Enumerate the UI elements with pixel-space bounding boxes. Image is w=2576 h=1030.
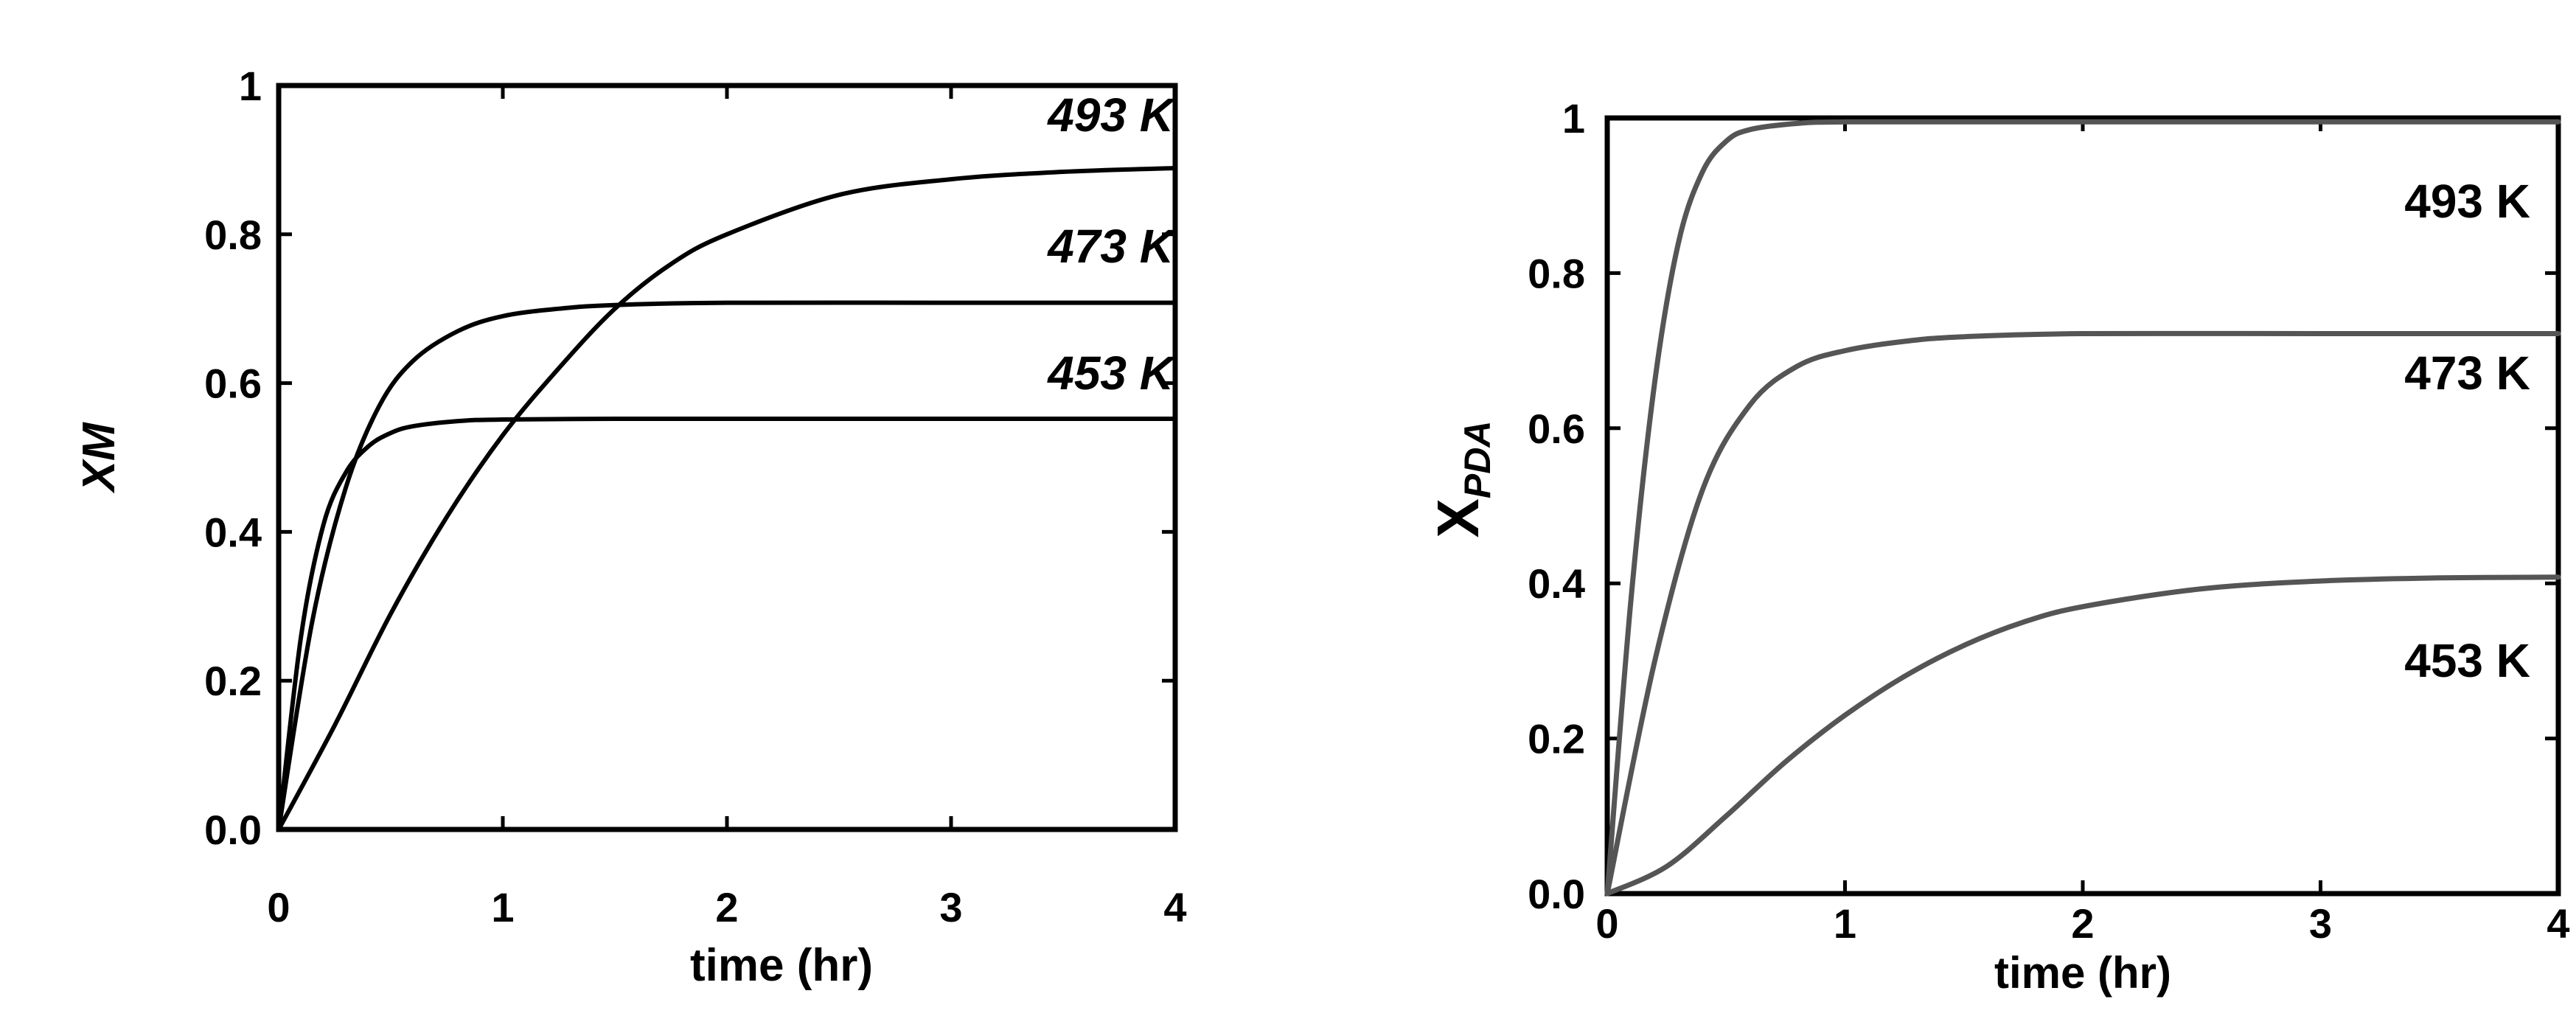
plot-frame: [1604, 115, 2561, 897]
chart-left: 0.0 0.2 0.4 0.6 0.8 1 0 1 2 3 4 time (hr) XM 493 K 473…: [74, 63, 1187, 991]
y-tick-label: 0.0: [1528, 871, 1585, 917]
y-tick-label: 0.8: [1528, 250, 1585, 296]
y-axis-title: XM: [74, 422, 125, 493]
plot-frame: [276, 83, 1178, 832]
y-tick-label: 0.8: [204, 212, 262, 258]
x-axis-title: time (hr): [690, 940, 873, 991]
x-tick-label: 0: [267, 884, 290, 930]
y-tick-label: 0.2: [1528, 716, 1585, 762]
y-tick-label: 0.6: [1528, 406, 1585, 452]
y-tick-label: 1: [1562, 95, 1585, 142]
x-tick-label: 4: [2547, 900, 2569, 947]
series-line-493-K: [1604, 119, 2561, 897]
x-tick-label: 0: [1595, 900, 1618, 947]
series-label: 473 K: [2404, 347, 2530, 400]
series-label: 493 K: [1046, 88, 1177, 142]
y-axis-title: XPDA: [1425, 421, 1498, 538]
y-tick-label: 0.0: [204, 807, 262, 853]
y-tick-label: 0.6: [204, 361, 262, 407]
y-tick-label: 0.4: [1528, 560, 1585, 607]
x-tick-label: 2: [2071, 900, 2094, 947]
series-line-453-K: [276, 416, 1177, 832]
series-line-453-K: [1604, 574, 2561, 897]
y-tick-label: 1: [239, 63, 262, 109]
chart-right: 0.0 0.2 0.4 0.6 0.8 1 0 1 2 3 4 time (hr) XPDA 493 K 4…: [1425, 95, 2570, 998]
series-label: 473 K: [1046, 220, 1177, 273]
x-axis-title: time (hr): [1994, 948, 2171, 998]
x-tick-label: 4: [1163, 884, 1186, 930]
series-label: 453 K: [1046, 347, 1177, 400]
series-line-473-K: [276, 300, 1177, 832]
x-tick-label: 3: [939, 884, 962, 930]
series-line-473-K: [1604, 330, 2561, 897]
series-label: 453 K: [2404, 634, 2530, 687]
series-label: 493 K: [2404, 175, 2530, 228]
series-line-493-K: [276, 166, 1177, 832]
x-tick-label: 1: [1834, 900, 1856, 947]
x-tick-label: 3: [2309, 900, 2332, 947]
x-tick-label: 2: [715, 884, 738, 930]
x-tick-label: 1: [491, 884, 514, 930]
y-tick-label: 0.4: [204, 509, 262, 555]
y-tick-label: 0.2: [204, 658, 262, 704]
